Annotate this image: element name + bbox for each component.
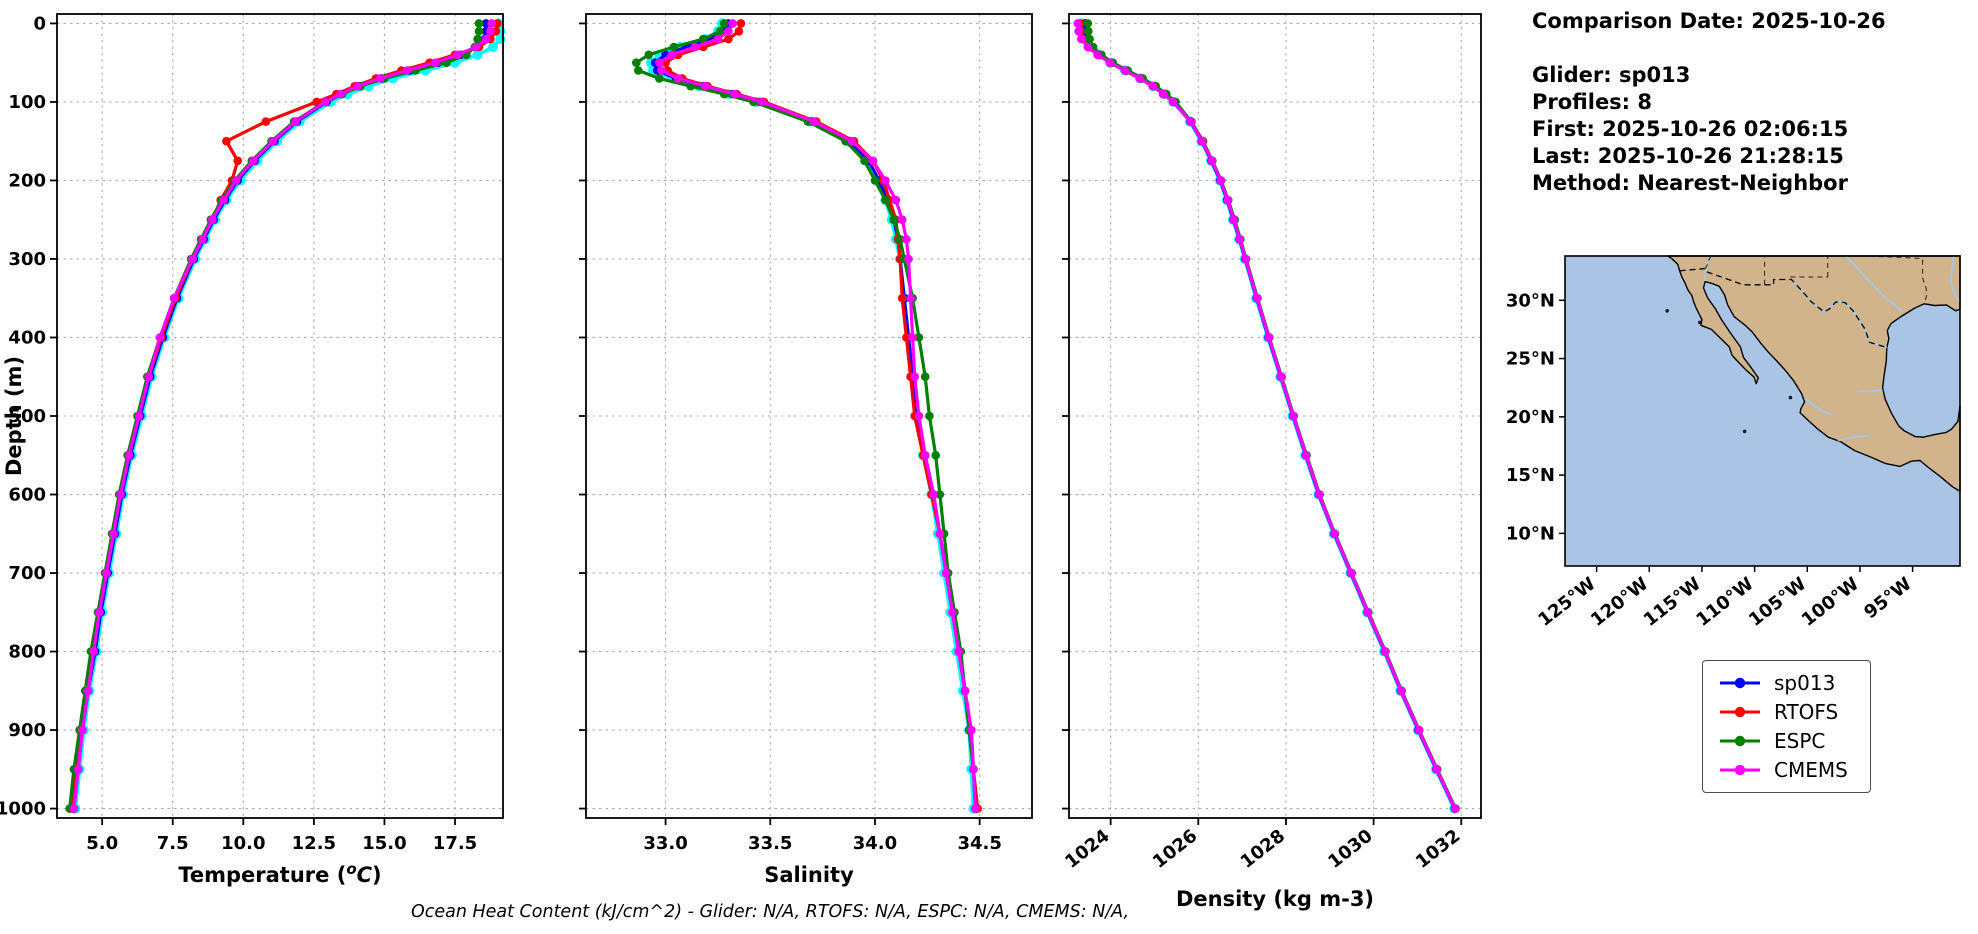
- y-tick-label: 400: [8, 327, 46, 348]
- map-river: [1845, 255, 1904, 313]
- x-tick-label: 15.0: [362, 833, 406, 854]
- profile-plots: 5.0 7.5 10.0 12.5 15.0 17.5 0 100 200 300 400 500 60…: [0, 13, 1482, 911]
- y-tick-label: 300: [8, 249, 46, 270]
- map-river: [1703, 255, 1712, 282]
- y-tick-label: 700: [8, 563, 46, 584]
- map-frame: [1564, 255, 1961, 567]
- x-tick-label: 1030: [1324, 825, 1376, 872]
- info-panel: Comparison Date: 2025-10-26 Glider: sp01…: [1532, 8, 1886, 197]
- map-river: [1837, 434, 1869, 442]
- info-line: Method: Nearest-Neighbor: [1532, 171, 1848, 195]
- x-tick-label: 1026: [1149, 825, 1201, 872]
- y-axis-label: Depth (m): [2, 356, 26, 476]
- legend-label: CMEMS: [1774, 758, 1848, 782]
- plot-frame: [1068, 13, 1482, 819]
- legend-label: sp013: [1774, 671, 1836, 695]
- y-tick-label: 500: [8, 406, 46, 427]
- map-island: [1698, 320, 1702, 325]
- map-lon-label: 120°W: [1587, 573, 1652, 631]
- x-tick-label: 17.5: [433, 833, 477, 854]
- map-lon-label: 105°W: [1745, 573, 1810, 631]
- x-tick-label: 7.5: [157, 833, 189, 854]
- x-tick-label: 12.5: [292, 833, 336, 854]
- map-lat-label: 10°N: [1506, 523, 1555, 544]
- y-tick-label: 600: [8, 485, 46, 506]
- legend-item-RTOFS: RTOFS: [1717, 700, 1848, 724]
- x-tick-label: 33.5: [748, 833, 792, 854]
- info-line: Profiles: 8: [1532, 90, 1653, 114]
- us-mexico-border: [1679, 267, 1887, 349]
- svg-text:Salinity: Salinity: [764, 863, 854, 887]
- map-lon-label: 115°W: [1640, 573, 1705, 631]
- map-lat-label: 15°N: [1506, 465, 1555, 486]
- map-river: [1856, 389, 1883, 393]
- legend-marker: [1720, 706, 1760, 718]
- x-tick-label: 10.0: [221, 833, 265, 854]
- y-tick-label: 900: [8, 720, 46, 741]
- x-tick-label: 34.0: [853, 833, 897, 854]
- map-lon-label: 95°W: [1860, 573, 1916, 623]
- x-tick-label: 1028: [1237, 825, 1289, 872]
- map-lat-label: 20°N: [1506, 407, 1555, 428]
- y-tick-label: 100: [8, 92, 46, 113]
- info-line: Glider: sp013: [1532, 63, 1691, 87]
- legend-item-ESPC: ESPC: [1717, 729, 1848, 753]
- map-river: [1949, 255, 1961, 303]
- map-river: [1804, 398, 1833, 417]
- x-tick-label: 1032: [1412, 825, 1464, 872]
- map-lat-label: 30°N: [1506, 290, 1555, 311]
- legend-label: RTOFS: [1774, 700, 1839, 724]
- info-line: Last: 2025-10-26 21:28:15: [1532, 144, 1844, 168]
- map-lon-label: 100°W: [1798, 573, 1863, 631]
- legend-label: ESPC: [1774, 729, 1826, 753]
- info-line: Comparison Date: 2025-10-26: [1532, 9, 1886, 33]
- legend-marker: [1720, 735, 1760, 747]
- x-tick-label: 33.0: [643, 833, 687, 854]
- x-tick-label: 34.5: [957, 833, 1001, 854]
- profile-plot-2: 1024 1026 1028 1030 1032 Density (kg m-3): [1061, 13, 1482, 911]
- location-map: 30°N 25°N 20°N 15°N 10°N 125°W120°W115°W110°W…: [1506, 255, 1961, 631]
- y-tick-label: 1000: [0, 799, 46, 820]
- y-tick-label: 800: [8, 642, 46, 663]
- legend-marker: [1720, 764, 1760, 776]
- map-island: [1742, 429, 1747, 434]
- map-lon-label: 110°W: [1692, 573, 1757, 631]
- profile-plot-0: 5.0 7.5 10.0 12.5 15.0 17.5 0 100 200 300 400 500 60…: [0, 13, 506, 887]
- y-tick-label: 200: [8, 170, 46, 191]
- y-tick-label: 0: [33, 13, 46, 34]
- info-line: First: 2025-10-26 02:06:15: [1532, 117, 1849, 141]
- legend-item-sp013: sp013: [1717, 671, 1848, 695]
- map-island: [1665, 308, 1669, 313]
- state-border: [1704, 255, 1712, 269]
- svg-text:Density (kg m-3): Density (kg m-3): [1176, 887, 1374, 911]
- profile-plot-1: 33.0 33.5 34.0 34.5 Salinity: [579, 13, 1033, 887]
- map-lat-label: 25°N: [1506, 349, 1555, 370]
- legend-marker: [1720, 677, 1760, 689]
- x-tick-label: 1024: [1061, 825, 1113, 872]
- ohc-caption: Ocean Heat Content (kJ/cm^2) - Glider: N…: [410, 902, 1130, 922]
- info-line: [1532, 35, 1886, 62]
- map-lon-label: 125°W: [1534, 573, 1599, 631]
- svg-text:Temperature (oC): Temperature (oC): [178, 860, 381, 887]
- legend: sp013 RTOFS ESPC CMEMS: [1702, 660, 1871, 793]
- map-land: [1666, 255, 1961, 493]
- x-tick-label: 5.0: [86, 833, 118, 854]
- legend-item-CMEMS: CMEMS: [1717, 758, 1848, 782]
- map-island: [1788, 395, 1793, 400]
